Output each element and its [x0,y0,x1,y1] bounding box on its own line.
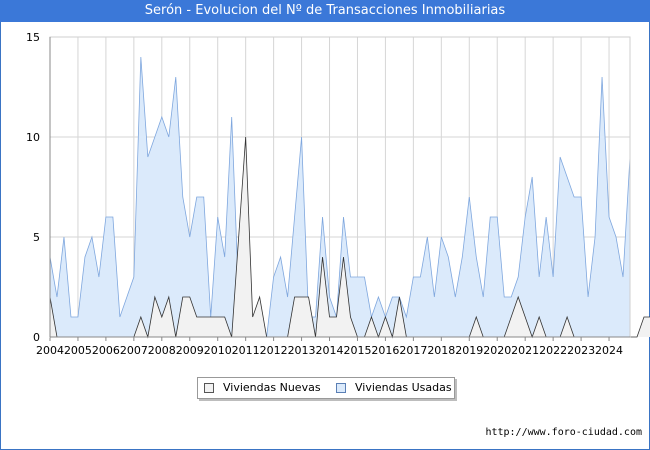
x-tick-label: 2009 [176,344,204,357]
x-tick-label: 2014 [316,344,344,357]
x-tick-labels: 2004 2005 2006 2007 2008 2009 2010 2011 2012 2013… [36,344,623,357]
y-tick-label: 0 [33,331,40,344]
y-tick-label: 5 [33,231,40,244]
x-tick-label: 2005 [64,344,92,357]
legend-swatch-nuevas [204,382,214,393]
x-tick-label: 2012 [260,344,288,357]
legend-label-nuevas: Viviendas Nuevas [223,381,321,394]
x-tick-label: 2020 [483,344,511,357]
x-tick-label: 2023 [567,344,595,357]
series-viviendas-usadas-area [50,57,630,337]
y-tick-label: 15 [26,31,40,44]
x-tick-label: 2022 [539,344,567,357]
x-tick-label: 2021 [511,344,539,357]
x-tick-label: 2007 [120,344,148,357]
legend-label-usadas: Viviendas Usadas [355,381,452,394]
axes [49,36,631,341]
x-tick-label: 2024 [595,344,623,357]
legend: Viviendas Nuevas Viviendas Usadas [197,377,455,399]
x-tick-label: 2006 [92,344,120,357]
series-areas [49,56,650,339]
chart-title: Serón - Evolucion del Nº de Transaccione… [0,0,650,22]
x-tick-label: 2019 [455,344,483,357]
x-tick-label: 2015 [343,344,371,357]
y-tick-labels: 0 5 10 15 [26,31,40,344]
source-credit: http://www.foro-ciudad.com [485,427,642,438]
legend-item-usadas: Viviendas Usadas [336,381,452,394]
y-tick-label: 10 [26,131,40,144]
x-tick-label: 2010 [204,344,232,357]
x-tick-label: 2017 [399,344,427,357]
legend-item-nuevas: Viviendas Nuevas [204,381,321,394]
x-tick-label: 2011 [232,344,260,357]
x-tick-label: 2013 [288,344,316,357]
x-tick-label: 2018 [427,344,455,357]
x-tick-label: 2008 [148,344,176,357]
legend-swatch-usadas [336,382,346,393]
x-tick-label: 2016 [371,344,399,357]
x-tick-label: 2004 [36,344,64,357]
series-viviendas-usadas-line [49,56,631,338]
